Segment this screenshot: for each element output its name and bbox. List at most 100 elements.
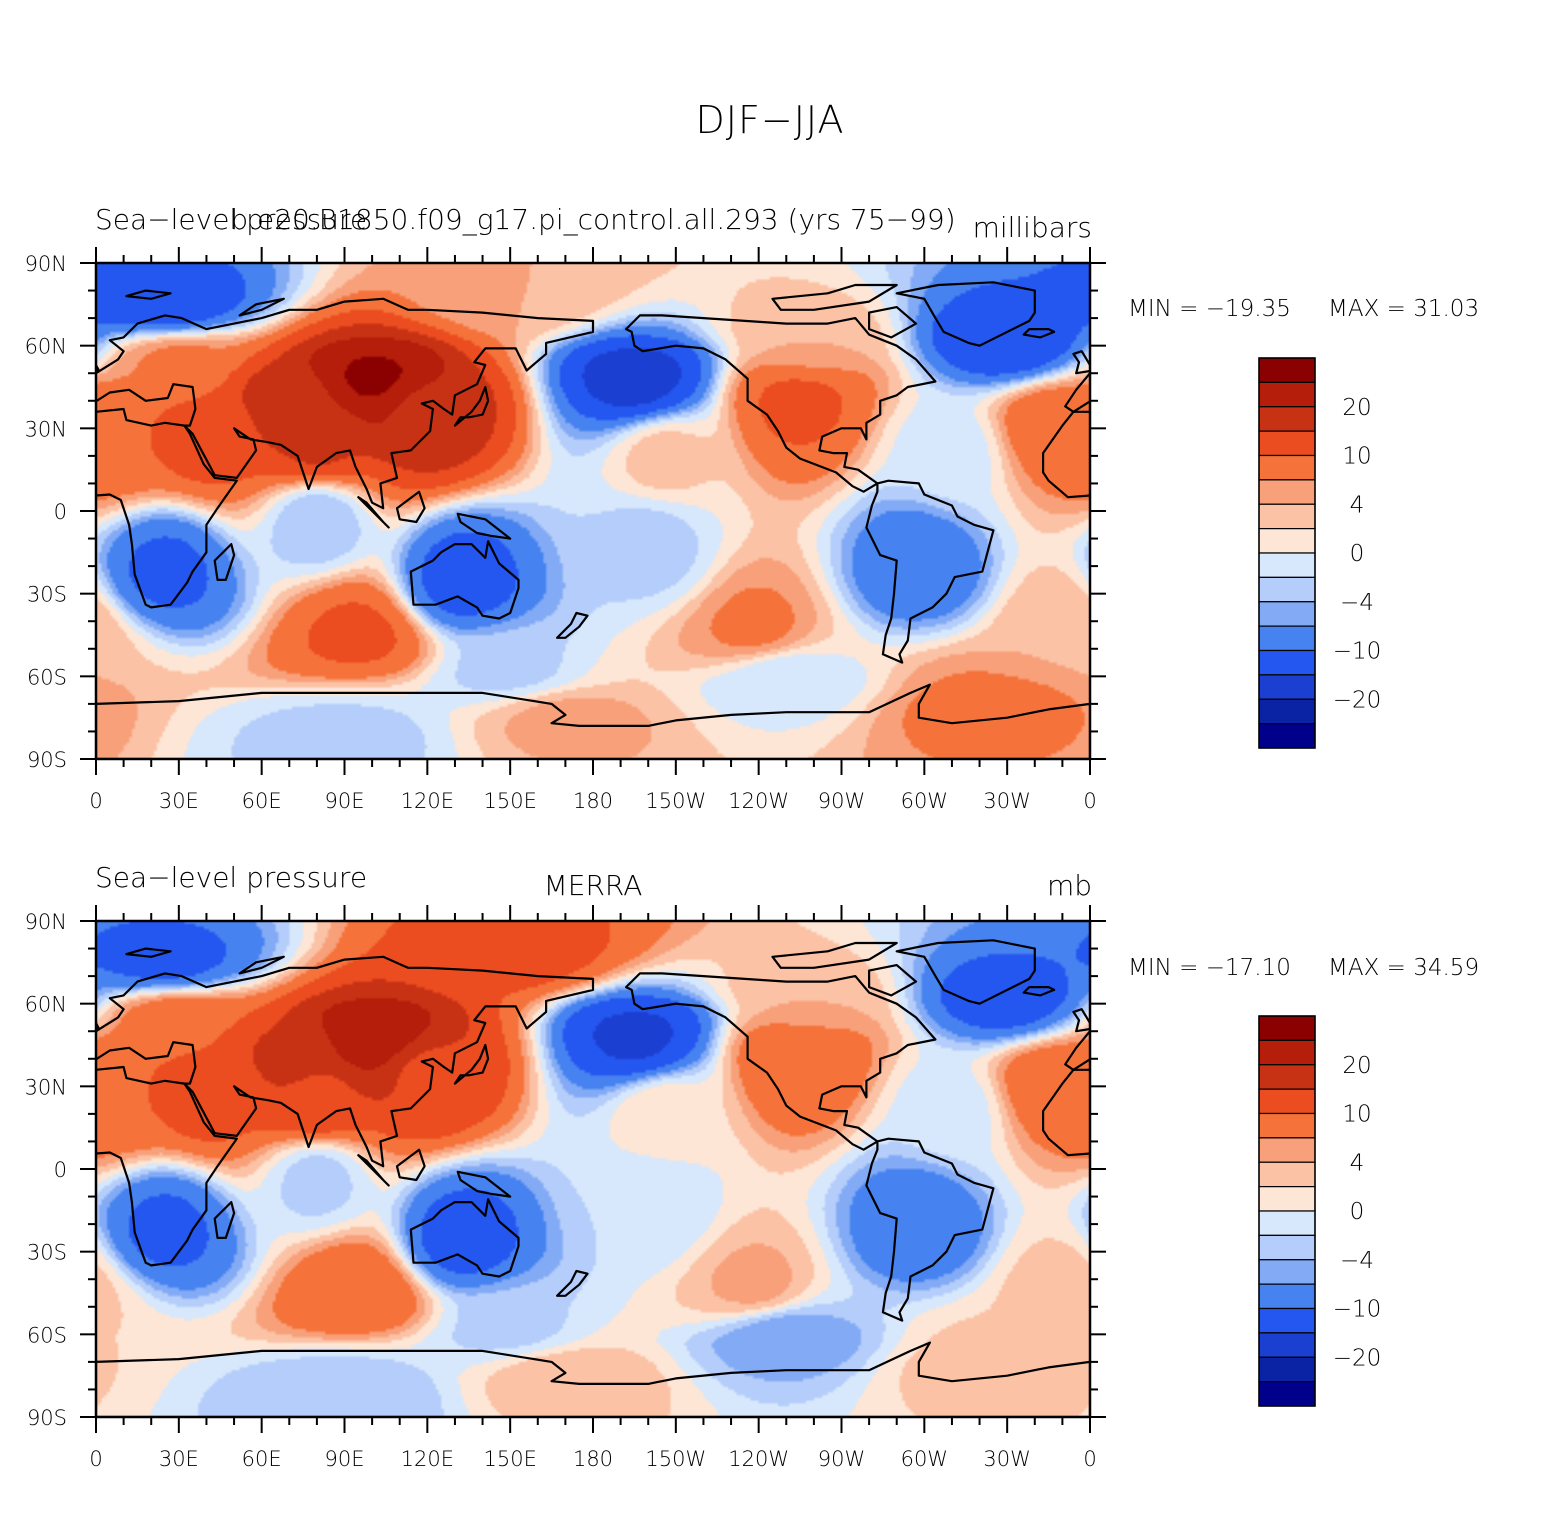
coastline-australia (409, 540, 520, 620)
y-tick-label: 60N (25, 993, 67, 1017)
panel-model: Sea−level pressure b.e20.B1850.f09_g17.p… (25, 203, 1480, 813)
y-tick-label: 0 (54, 1158, 67, 1182)
x-tick-label: 30W (983, 789, 1031, 813)
coastlines (96, 281, 1090, 759)
colorbar-swatch (1258, 1259, 1316, 1285)
field-canvas (96, 921, 1090, 1417)
colorbar-swatch (1258, 1381, 1316, 1407)
colorbar-swatch (1258, 1307, 1316, 1334)
coastline-baffin (868, 306, 918, 339)
coastline-greenland (895, 281, 1036, 347)
colorbar-label: −4 (1340, 1248, 1374, 1274)
colorbar-frame (1258, 1015, 1316, 1407)
coastline-svalbard (125, 947, 172, 958)
colorbar-swatch (1258, 381, 1316, 408)
colorbar-label: 0 (1350, 1199, 1365, 1225)
x-tick-label: 0 (1083, 1447, 1096, 1471)
panel-left-title: Sea−level pressure (95, 203, 367, 236)
coastline-japan (453, 1043, 490, 1085)
colorbar-label: −10 (1333, 1297, 1382, 1323)
colorbar-swatch (1258, 1283, 1316, 1310)
coastline-africa (96, 407, 238, 609)
coastline-africa (96, 1065, 238, 1267)
coastline-uk (1072, 1008, 1090, 1033)
x-tick-label: 60W (901, 789, 949, 813)
coastline-novaya-zemlya (238, 955, 285, 975)
x-tick-label: 180 (573, 789, 613, 813)
panel-center-title: b.e20.B1850.f09_g17.pi_control.all.293 (… (230, 203, 955, 237)
coastline-new-zealand (556, 611, 589, 639)
coastline-sumatra (357, 1154, 390, 1187)
coastline-north-america (625, 314, 937, 493)
panel-center-title: MERRA (544, 869, 643, 902)
coastline-canadian-arctic (771, 283, 898, 311)
colorbar-swatch (1258, 576, 1316, 603)
coastline-baffin (868, 964, 918, 997)
coastline-north-america (625, 972, 937, 1151)
x-tick-label: 30E (159, 789, 199, 813)
colorbar-swatch (1258, 1356, 1316, 1383)
coastline-antarctica (96, 1341, 1090, 1417)
x-tick-label: 90E (325, 1447, 365, 1471)
colorbar-swatch (1258, 1210, 1316, 1236)
x-tick-label: 0 (1083, 789, 1096, 813)
colorbar-swatch (1258, 552, 1316, 578)
colorbar-swatch (1258, 357, 1316, 383)
x-tick-label: 30W (983, 1447, 1031, 1471)
contour-map (96, 921, 1090, 1417)
max-label: MAX = 31.03 (1328, 296, 1479, 322)
coastline-greenland (895, 939, 1036, 1005)
colorbar-swatch (1258, 503, 1316, 530)
x-tick-label: 120E (401, 1447, 454, 1471)
y-tick-label: 30S (27, 583, 67, 607)
x-tick-label: 90E (325, 789, 365, 813)
coastline-iceland (1022, 986, 1056, 997)
colorbar-label: −10 (1333, 639, 1382, 665)
map-axes: 0 30E 60E 90E 120E 150E 180 150W 120W 90W 60W 30W 09… (25, 247, 1106, 813)
colorbar-label: 4 (1350, 1150, 1365, 1176)
coastline-new-zealand (556, 1269, 589, 1297)
colorbar-swatch (1258, 430, 1316, 457)
colorbar-swatch (1258, 406, 1316, 432)
y-tick-label: 90N (25, 252, 67, 276)
colorbar-swatch (1258, 1234, 1316, 1261)
x-tick-label: 0 (89, 789, 102, 813)
coastline-australia (409, 1198, 520, 1278)
colorbar-label: −20 (1333, 1345, 1382, 1371)
coastline-uk (96, 1020, 100, 1031)
x-tick-label: 180 (573, 1447, 613, 1471)
colorbar-swatch (1258, 1112, 1316, 1139)
field-raster (96, 263, 1090, 759)
x-tick-label: 120W (728, 789, 789, 813)
colorbar-label: 10 (1342, 1102, 1371, 1128)
min-label: MIN = −19.35 (1128, 296, 1291, 322)
colorbar-label: 10 (1342, 444, 1371, 470)
coastline-borneo (395, 490, 426, 524)
colorbar-swatch (1258, 649, 1316, 676)
colorbar-swatch (1258, 674, 1316, 700)
coastline-new-guinea (456, 1170, 512, 1198)
x-tick-label: 60E (242, 1447, 282, 1471)
y-tick-label: 90N (25, 910, 67, 934)
colorbar-swatch (1258, 1186, 1316, 1212)
colorbar-swatch (1258, 1088, 1316, 1115)
field-raster (96, 921, 1090, 1417)
max-label: MAX = 34.59 (1328, 955, 1479, 981)
colorbar-swatch (1258, 528, 1316, 554)
y-tick-label: 30N (25, 1075, 67, 1099)
contour-map (96, 263, 1090, 759)
x-tick-label: 150E (483, 1447, 536, 1471)
coastline-madagascar (213, 1201, 236, 1239)
x-tick-label: 120W (728, 1447, 789, 1471)
coastline-madagascar (213, 543, 236, 581)
coastline-canadian-arctic (771, 941, 898, 969)
colorbar-swatch (1258, 601, 1316, 627)
field-canvas (96, 263, 1090, 759)
colorbar: 20 10 4 0 −4 −10 −20 (1258, 1015, 1382, 1407)
coastline-novaya-zemlya (238, 297, 285, 317)
colorbar-frame (1258, 357, 1316, 749)
colorbar-swatch (1258, 454, 1316, 481)
coastline-new-guinea (456, 512, 512, 540)
x-tick-label: 0 (89, 1447, 102, 1471)
coastline-antarctica (96, 683, 1090, 759)
